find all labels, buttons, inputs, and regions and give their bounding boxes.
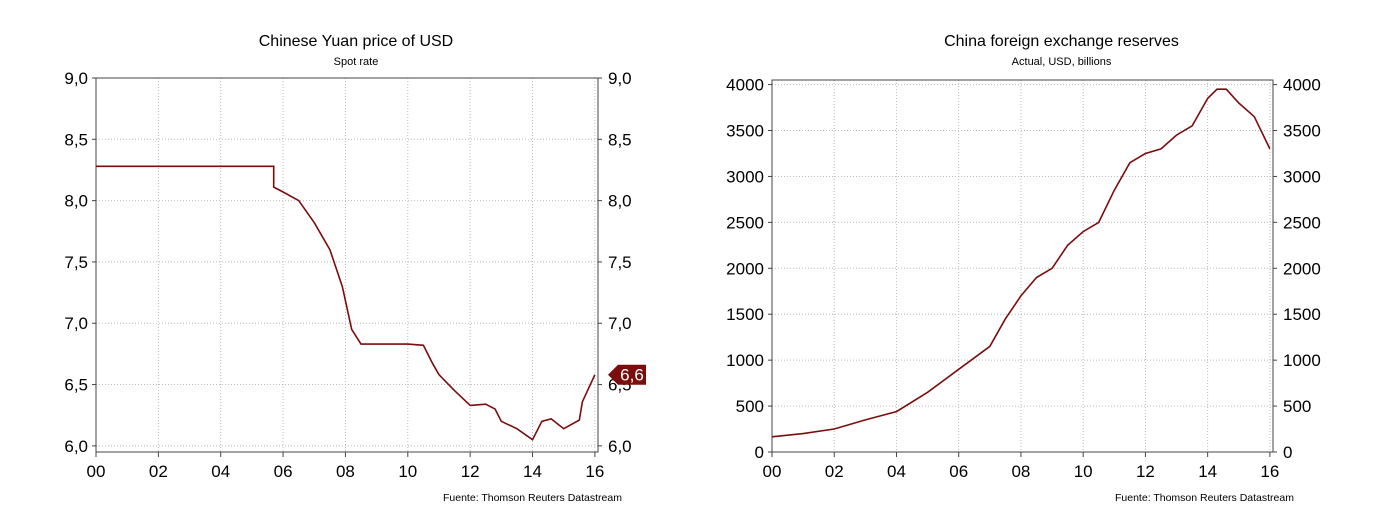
y-tick-label-left: 1000	[726, 351, 764, 370]
y-tick-label-left: 6,0	[64, 437, 88, 456]
y-tick-label-left: 0	[755, 443, 764, 462]
y-tick-label-right: 3500	[1283, 122, 1321, 141]
y-tick-label-right: 7,0	[608, 314, 632, 333]
y-tick-label-right: 8,0	[608, 192, 632, 211]
x-tick-label: 06	[949, 462, 968, 481]
x-tick-label: 02	[149, 462, 168, 481]
y-tick-label-left: 500	[736, 397, 764, 416]
x-tick-label: 08	[1011, 462, 1030, 481]
x-tick-label: 14	[523, 462, 542, 481]
y-tick-label-left: 7,5	[64, 253, 88, 272]
x-tick-label: 14	[1198, 462, 1217, 481]
chart-subtitle: Spot rate	[333, 56, 379, 68]
x-tick-label: 10	[398, 462, 417, 481]
y-tick-label-left: 9,0	[64, 69, 88, 88]
series-line	[771, 88, 1271, 438]
y-tick-label-left: 3000	[726, 167, 764, 186]
y-tick-label-right: 2000	[1283, 259, 1321, 278]
y-tick-label-left: 2500	[726, 213, 764, 232]
y-tick-label-right: 500	[1283, 397, 1311, 416]
chart-title: Chinese Yuan price of USD	[258, 33, 454, 50]
y-tick-label-right: 6,0	[608, 437, 632, 456]
series-line	[96, 165, 596, 441]
x-tick-label: 00	[87, 462, 106, 481]
y-tick-label-right: 3000	[1283, 167, 1321, 186]
x-tick-label: 04	[887, 462, 906, 481]
chart-panel-yuan: Chinese Yuan price of USD Spot rate 6,0 6…	[0, 0, 690, 529]
x-tick-label: 16	[1260, 462, 1279, 481]
x-tick-label: 02	[825, 462, 844, 481]
y-tick-label-right: 2500	[1283, 213, 1321, 232]
x-tick-label: 08	[336, 462, 355, 481]
chart-subtitle: Actual, USD, billions	[1011, 56, 1112, 68]
y-tick-label-left: 8,0	[64, 192, 88, 211]
x-tick-label: 12	[461, 462, 480, 481]
x-tick-label: 16	[585, 462, 604, 481]
y-tick-label-right: 9,0	[608, 69, 632, 88]
y-tick-label-right: 1500	[1283, 305, 1321, 324]
x-tick-label: 12	[1136, 462, 1155, 481]
y-tick-label-left: 3500	[726, 122, 764, 141]
last-value-label: 6,6	[620, 366, 644, 385]
y-tick-label-left: 7,0	[64, 314, 88, 333]
y-tick-label-left: 6,5	[64, 376, 88, 395]
y-tick-label-right: 0	[1283, 443, 1292, 462]
y-tick-label-right: 1000	[1283, 351, 1321, 370]
x-tick-label: 10	[1074, 462, 1093, 481]
source-note: Fuente: Thomson Reuters Datastream	[1115, 492, 1294, 504]
chart-plot-yuan: 6,0 6,06,5 6,57,0 7,07,5 7,58,0 8,08,5 8,59,0 9…	[64, 69, 646, 481]
x-tick-label: 04	[211, 462, 230, 481]
y-tick-label-left: 4000	[726, 76, 764, 95]
y-tick-label-right: 4000	[1283, 76, 1321, 95]
source-note: Fuente: Thomson Reuters Datastream	[443, 492, 622, 504]
y-tick-label-left: 8,5	[64, 130, 88, 149]
last-value-marker	[608, 364, 646, 385]
chart-title: China foreign exchange reserves	[944, 33, 1179, 50]
y-tick-label-left: 2000	[726, 259, 764, 278]
plot-frame	[95, 77, 599, 453]
plot-frame	[771, 79, 1274, 453]
y-tick-label-right: 8,5	[608, 130, 632, 149]
x-tick-label: 06	[274, 462, 293, 481]
x-tick-label: 00	[763, 462, 782, 481]
y-tick-label-left: 1500	[726, 305, 764, 324]
y-tick-label-right: 7,5	[608, 253, 632, 272]
chart-panel-reserves: China foreign exchange reserves Actual, …	[690, 0, 1383, 529]
